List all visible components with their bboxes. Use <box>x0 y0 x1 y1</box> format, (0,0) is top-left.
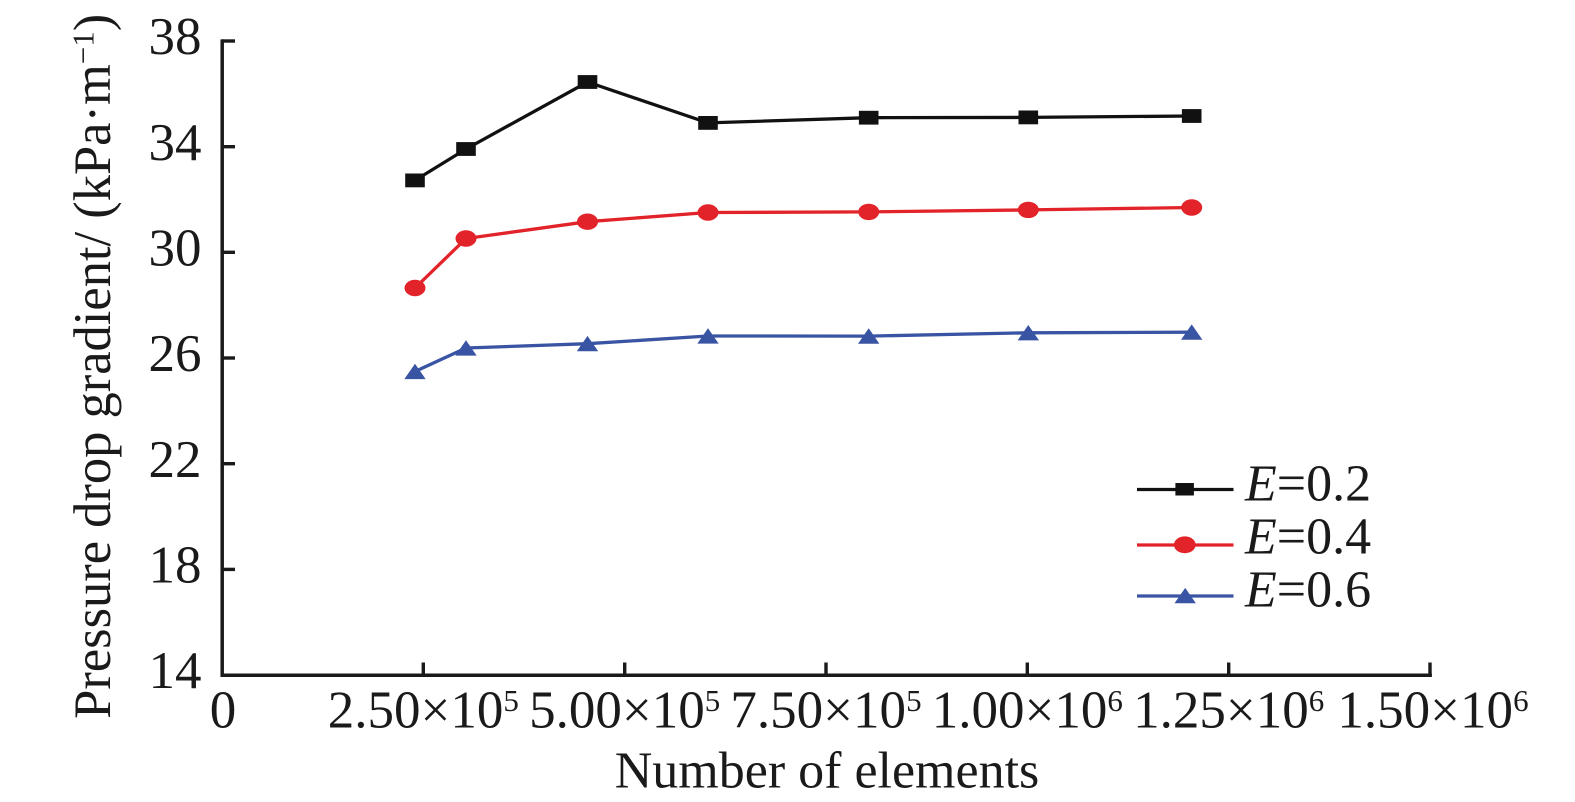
svg-text:E=0.4: E=0.4 <box>1244 509 1371 566</box>
svg-text:1.00×106: 1.00×106 <box>932 682 1123 740</box>
svg-text:Number of elements: Number of elements <box>615 743 1040 800</box>
svg-text:Pressure drop gradient/ (kPa·m: Pressure drop gradient/ (kPa·m−1) <box>64 14 122 719</box>
svg-text:1.50×106: 1.50×106 <box>1337 682 1528 740</box>
svg-text:5.00×105: 5.00×105 <box>529 682 720 740</box>
svg-text:2.50×105: 2.50×105 <box>328 682 519 740</box>
svg-text:E=0.6: E=0.6 <box>1244 561 1371 618</box>
svg-text:22: 22 <box>149 431 202 489</box>
svg-text:34: 34 <box>149 114 202 172</box>
svg-text:1.25×106: 1.25×106 <box>1133 682 1324 740</box>
svg-text:26: 26 <box>149 325 202 383</box>
svg-text:0: 0 <box>210 682 237 740</box>
svg-text:7.50×105: 7.50×105 <box>730 682 921 740</box>
svg-text:30: 30 <box>149 220 202 278</box>
svg-text:38: 38 <box>149 8 202 66</box>
svg-text:18: 18 <box>149 537 202 595</box>
svg-text:14: 14 <box>149 642 202 700</box>
svg-text:E=0.2: E=0.2 <box>1244 456 1371 513</box>
